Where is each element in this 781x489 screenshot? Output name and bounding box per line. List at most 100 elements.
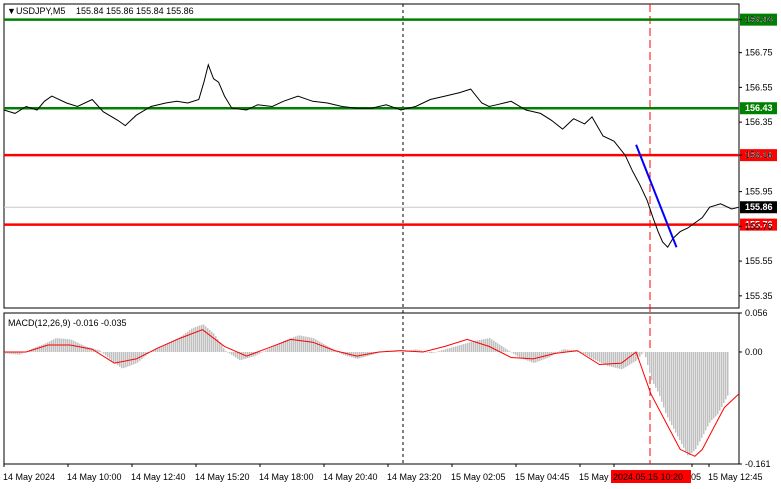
trend-line[interactable]	[635, 144, 678, 248]
price-y-tick-label: 156.55	[745, 82, 773, 92]
macd-histogram-bar	[529, 351, 531, 362]
macd-histogram-bar	[123, 351, 125, 369]
macd-histogram-bar	[523, 351, 525, 360]
macd-histogram-bar	[633, 351, 635, 363]
macd-histogram-bar	[141, 351, 143, 360]
macd-histogram-bar	[691, 351, 693, 454]
macd-histogram-bar	[247, 351, 249, 359]
macd-histogram-bar	[307, 336, 309, 352]
macd-histogram-bar	[513, 351, 515, 354]
macd-histogram-bar	[639, 351, 641, 357]
macd-histogram-bar	[171, 341, 173, 352]
x-tick-label: 14 May 12:40	[131, 472, 186, 482]
level-price-label: 156.43	[745, 103, 773, 113]
macd-histogram-bar	[611, 351, 613, 367]
macd-histogram-bar	[683, 351, 685, 448]
macd-histogram-bar	[701, 351, 703, 438]
highlighted-time-badge	[611, 470, 691, 483]
macd-histogram-bar	[647, 351, 649, 366]
macd-histogram-bar	[225, 350, 227, 352]
macd-histogram-bar	[277, 344, 279, 352]
macd-histogram-bar	[9, 351, 11, 354]
macd-histogram-bar	[11, 351, 13, 355]
macd-histogram-bar	[541, 351, 543, 361]
macd-histogram-bar	[531, 351, 533, 363]
macd-histogram-bar	[507, 349, 509, 352]
x-tick-label: 14 May 23:20	[387, 472, 442, 482]
macd-histogram-bar	[315, 339, 317, 352]
macd-histogram-bar	[555, 351, 557, 354]
macd-histogram-bar	[451, 347, 453, 352]
macd-panel-frame	[3, 312, 740, 465]
macd-histogram-bar	[623, 351, 625, 369]
macd-histogram-bar	[203, 324, 205, 352]
macd-histogram-bar	[457, 345, 459, 352]
price-y-tick-label: 156.35	[745, 117, 773, 127]
macd-histogram-bar	[191, 328, 193, 352]
macd-histogram-bar	[675, 351, 677, 433]
x-tick-label: 05	[691, 472, 701, 482]
macd-histogram-bar	[393, 351, 395, 352]
macd-histogram-bar	[253, 351, 255, 357]
macd-histogram-bar	[51, 340, 53, 352]
macd-histogram-bar	[231, 351, 233, 355]
macd-histogram-bar	[645, 351, 647, 358]
macd-histogram-bar	[587, 351, 589, 357]
macd-histogram-bar	[649, 351, 651, 373]
x-tick-label: 14 May 18:00	[259, 472, 314, 482]
macd-histogram-bar	[311, 337, 313, 352]
current-price-label: 155.86	[745, 202, 773, 212]
macd-histogram-bar	[621, 351, 623, 370]
macd-histogram-bar	[595, 351, 597, 361]
macd-histogram-bar	[285, 340, 287, 352]
macd-histogram-bar	[317, 340, 319, 352]
macd-histogram-bar	[697, 351, 699, 446]
macd-histogram-bar	[425, 351, 427, 353]
macd-histogram-bar	[533, 351, 535, 364]
macd-histogram-bar	[473, 341, 475, 352]
macd-histogram-bar	[479, 339, 481, 352]
macd-histogram-bar	[413, 349, 415, 352]
level-price-badge	[740, 102, 777, 115]
macd-histogram-bar	[135, 351, 137, 364]
price-y-tick-label: 155.35	[745, 291, 773, 301]
x-tick-label: 14 May 10:00	[67, 472, 122, 482]
macd-histogram-bar	[703, 351, 705, 435]
macd-histogram-bar	[631, 351, 633, 364]
macd-histogram-bar	[725, 351, 727, 400]
macd-histogram-bar	[719, 351, 721, 411]
macd-histogram-bar	[569, 349, 571, 352]
macd-histogram-bar	[69, 339, 71, 352]
macd-histogram-bar	[659, 351, 661, 397]
x-tick-label: 14 May 15:20	[195, 472, 250, 482]
macd-histogram-bar	[111, 351, 113, 361]
macd-histogram-bar	[499, 344, 501, 352]
chart-header-arrow[interactable]: ▼	[7, 6, 16, 16]
macd-histogram-bar	[489, 338, 491, 352]
macd-y-tick-label: 0.00	[745, 347, 763, 357]
level-price-badge	[740, 218, 777, 231]
macd-histogram-bar	[237, 351, 239, 359]
macd-histogram-bar	[517, 351, 519, 357]
macd-histogram-bar	[323, 343, 325, 352]
macd-histogram-bar	[139, 351, 141, 361]
macd-histogram-bar	[41, 344, 43, 352]
macd-histogram-bar	[287, 339, 289, 352]
macd-histogram-bar	[21, 351, 23, 354]
macd-histogram-bar	[105, 351, 107, 356]
macd-histogram-bar	[641, 351, 643, 355]
macd-histogram-bar	[677, 351, 679, 437]
macd-histogram-bar	[107, 351, 109, 358]
macd-histogram-bar	[689, 351, 691, 455]
macd-histogram-bar	[173, 340, 175, 352]
macd-histogram-bar	[613, 351, 615, 368]
macd-histogram-bar	[543, 351, 545, 360]
macd-histogram-bar	[671, 351, 673, 426]
macd-histogram-bar	[263, 351, 265, 352]
macd-histogram-bar	[657, 351, 659, 392]
macd-histogram-bar	[301, 335, 303, 352]
macd-histogram-bar	[243, 351, 245, 360]
macd-histogram-bar	[239, 351, 241, 361]
